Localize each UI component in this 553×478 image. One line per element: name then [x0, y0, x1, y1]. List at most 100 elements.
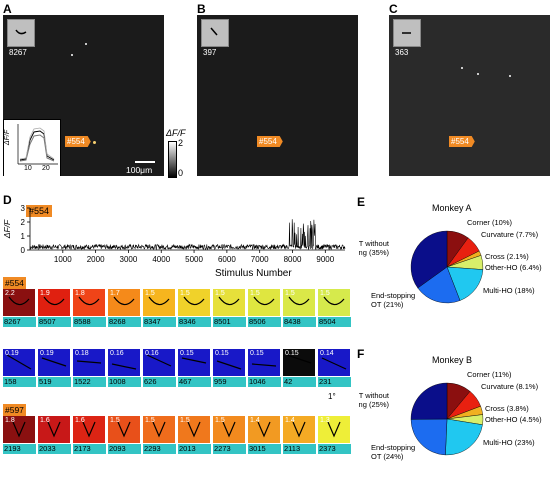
pie-label: Cross (2.1%) [485, 252, 529, 261]
stimulus-shape-icon [292, 421, 306, 438]
stimulus-cell: 1.8 [73, 289, 105, 316]
stimulus-id: 1046 [248, 377, 281, 387]
panel-letter-d: D [3, 193, 12, 207]
response-trace [29, 219, 346, 251]
stimulus-response-value: 1.4 [285, 417, 295, 424]
stimulus-shape-icon [6, 354, 32, 370]
pie-title-e: Monkey A [432, 203, 472, 213]
pie-label: Multi-HO (23%) [483, 438, 535, 447]
stimulus-cell: 1.7 [108, 289, 140, 316]
stimulus-cell: 1.9 [38, 289, 70, 316]
stimulus-cell: 2.2 [3, 289, 35, 316]
stimulus-response-value: 0.15 [285, 350, 299, 357]
trace-xtick-label: 9000 [316, 255, 334, 264]
bright-spot [477, 73, 479, 75]
stimulus-cell: 0.15 [248, 349, 280, 376]
stimulus-response-value: 1.5 [180, 417, 190, 424]
panel-letter-e: E [357, 195, 366, 209]
stimulus-cell: 1.5 [213, 416, 245, 443]
trace-ytick-label: 0 [21, 246, 26, 255]
stimulus-shape-icon [148, 296, 170, 306]
stimulus-id: 2273 [213, 444, 246, 454]
stimulus-id: 8501 [213, 317, 246, 327]
stimulus-id: 8506 [248, 317, 281, 327]
stimulus-shape-icon [251, 363, 277, 367]
stimulus-shape-icon [113, 296, 135, 306]
stimulus-cell: 0.18 [73, 349, 105, 376]
stimulus-response-value: 1.5 [180, 290, 190, 297]
stimulus-shape-icon [152, 421, 166, 438]
pie-label: end-stopping (25%) [359, 400, 389, 409]
stimulus-response-value: 1.9 [40, 290, 50, 297]
stimulus-thumbnail [7, 19, 35, 47]
cell-tag: #554 [257, 136, 283, 147]
trace-xtick-label: 3000 [120, 255, 138, 264]
stimulus-cell: 0.15 [213, 349, 245, 376]
stimulus-response-value: 0.15 [215, 350, 229, 357]
stimulus-id: 2193 [3, 444, 36, 454]
stimulus-cell: 1.5 [178, 416, 210, 443]
stimulus-response-value: 1.5 [110, 417, 120, 424]
stimulus-response-value: 1.8 [5, 417, 15, 424]
pie-label: OT without [359, 239, 390, 248]
inset-trace-plot [17, 124, 58, 165]
trace-ytick-label: 1 [21, 232, 26, 241]
stimulus-response-value: 0.14 [320, 350, 334, 357]
stimulus-id: 231 [318, 377, 351, 387]
trace-xtick-label: 4000 [152, 255, 170, 264]
stimulus-cell: 1.3 [318, 416, 350, 443]
stimulus-id: 8267 [3, 317, 36, 327]
imaging-panel-c: 363 #554 [389, 15, 550, 176]
stimulus-response-value: 1.3 [320, 417, 330, 424]
thumbnail-number: 363 [395, 48, 409, 57]
stimulus-shape-icon [78, 296, 100, 306]
stimulus-cell: 0.19 [38, 349, 70, 376]
stimulus-shape-icon [187, 421, 201, 438]
stimulus-id: 2373 [318, 444, 351, 454]
panel-letter-f: F [357, 347, 365, 361]
pie-slice [445, 418, 483, 456]
stimulus-id: 959 [213, 377, 246, 387]
stimulus-shape-icon [41, 357, 67, 367]
stimulus-response-value: 2.2 [5, 290, 15, 297]
panel-letter-b: B [197, 2, 206, 16]
stimulus-cell: 1.5 [318, 289, 350, 316]
stimulus-response-value: 1.6 [40, 417, 50, 424]
stimulus-shape-icon [12, 421, 26, 438]
stimulus-shape-icon [47, 421, 61, 438]
pie-label: Cross (3.8%) [485, 404, 529, 413]
pie-slice [410, 418, 448, 456]
stimulus-shape-icon [288, 296, 310, 306]
stimulus-response-value: 1.8 [75, 290, 85, 297]
stimulus-shape-icon [222, 421, 236, 438]
row-tag-554: #554 [3, 277, 26, 289]
stimulus-cell: 1.5 [213, 289, 245, 316]
stimulus-shape-icon [216, 360, 242, 370]
trace-cell-tag: #554 [26, 205, 53, 217]
stimulus-cell: 1.5 [143, 289, 175, 316]
stimulus-id: 1522 [73, 377, 106, 387]
stimulus-cell: 1.4 [248, 416, 280, 443]
stimulus-response-value: 1.5 [215, 417, 225, 424]
stimulus-id: 8346 [178, 317, 211, 327]
stimulus-id: 626 [143, 377, 176, 387]
stimulus-shape-icon [321, 357, 347, 370]
pie-label: OT (21%) [371, 300, 404, 309]
stimulus-response-value: 1.5 [285, 290, 295, 297]
bright-spot [85, 43, 87, 45]
line-stimulus-icon [210, 27, 218, 36]
curve-stimulus-icon [15, 29, 27, 35]
stimulus-id: 8507 [38, 317, 71, 327]
stimulus-cell: 1.4 [283, 416, 315, 443]
inset-ylabel: ΔF/F [4, 129, 12, 146]
inset-xtick-20: 20 [42, 165, 50, 172]
pie-label: Other-HO (6.4%) [485, 263, 542, 272]
stimulus-id: 519 [38, 377, 71, 387]
inset-xtick-10: 10 [24, 165, 32, 172]
stimulus-cell: 0.15 [283, 349, 315, 376]
stimulus-response-value: 1.5 [320, 290, 330, 297]
stimulus-shape-icon [286, 354, 312, 364]
stimulus-id: 8347 [143, 317, 176, 327]
stimulus-id: 3015 [248, 444, 281, 454]
stimulus-response-value: 1.6 [75, 417, 85, 424]
